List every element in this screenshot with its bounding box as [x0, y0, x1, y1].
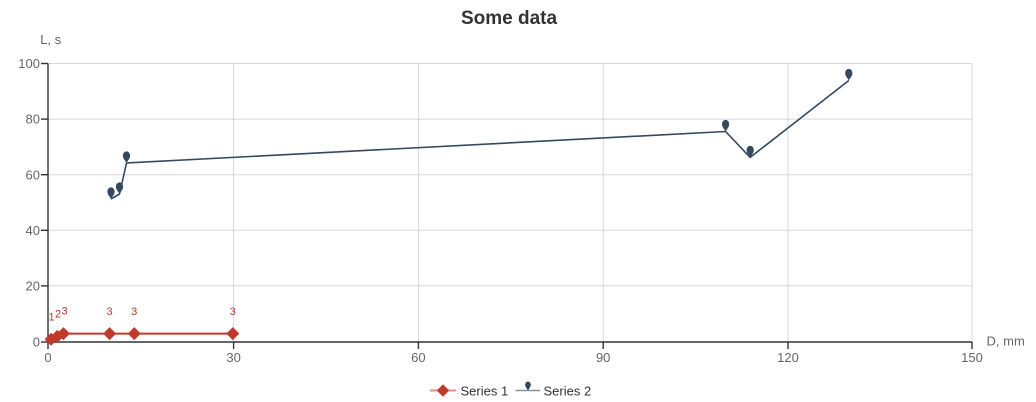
svg-text:30: 30	[226, 350, 240, 365]
svg-text:Series 2: Series 2	[544, 384, 592, 399]
svg-text:100: 100	[18, 56, 40, 71]
svg-text:0: 0	[44, 350, 51, 365]
svg-text:3: 3	[230, 306, 236, 318]
svg-text:D, mm: D, mm	[987, 333, 1025, 348]
svg-text:120: 120	[777, 350, 799, 365]
svg-text:3: 3	[61, 306, 67, 318]
svg-text:20: 20	[26, 279, 40, 294]
svg-text:1: 1	[48, 312, 54, 324]
svg-text:2: 2	[55, 309, 61, 321]
svg-text:60: 60	[411, 350, 425, 365]
svg-text:Series 1: Series 1	[461, 384, 509, 399]
svg-text:150: 150	[961, 350, 983, 365]
svg-text:L, s: L, s	[40, 32, 61, 47]
svg-text:60: 60	[26, 167, 40, 182]
svg-text:90: 90	[596, 350, 610, 365]
svg-text:80: 80	[26, 112, 40, 127]
svg-text:0: 0	[33, 335, 40, 350]
svg-text:40: 40	[26, 223, 40, 238]
svg-text:3: 3	[107, 306, 113, 318]
svg-text:3: 3	[131, 306, 137, 318]
